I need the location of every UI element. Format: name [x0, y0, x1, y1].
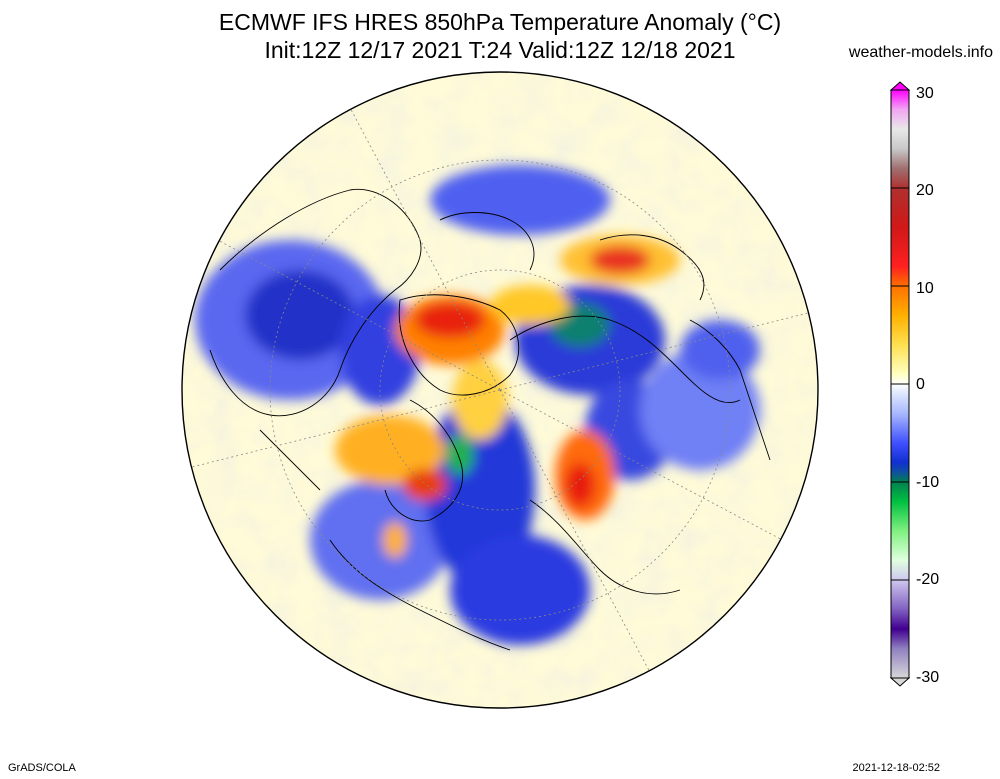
chart-subtitle: Init:12Z 12/17 2021 T:24 Valid:12Z 12/18…	[264, 37, 736, 63]
colorbar-label-10: 10	[916, 280, 934, 297]
colorbar-top-triangle	[889, 81, 911, 91]
warm-anomaly-west-russia-core	[565, 463, 595, 507]
cold-anomaly-west-na-core	[245, 270, 355, 360]
footer-software: GrADS/COLA	[8, 762, 76, 774]
anomaly-field	[182, 72, 818, 708]
coastlines	[209, 188, 771, 651]
colorbar	[889, 81, 911, 687]
cold-anomaly-europe	[640, 350, 760, 470]
cold-anomaly-north-atlantic	[450, 535, 590, 645]
footer-timestamp: 2021-12-18-02:52	[852, 762, 940, 774]
colorbar-bottom-triangle	[889, 677, 911, 687]
warm-anomaly-mongolia-core	[590, 246, 650, 274]
cold-anomaly-arctic-top	[430, 165, 610, 235]
polar-map	[181, 71, 819, 709]
warm-anomaly-barents	[490, 285, 570, 325]
warm-anomaly-arctic	[452, 360, 508, 440]
colorbar-label-neg20: -20	[916, 571, 940, 588]
map-boundary	[181, 71, 819, 709]
colorbar-label-neg10: -10	[916, 474, 940, 491]
cold-anomaly-west-asia	[680, 320, 760, 380]
graticule	[182, 72, 818, 708]
colorbar-label-0: 0	[916, 376, 925, 393]
colorbar-ticks	[891, 89, 909, 679]
colorbar-label-30: 30	[916, 85, 934, 102]
warm-anomaly-greenland-core	[415, 302, 485, 338]
chart-title: ECMWF IFS HRES 850hPa Temperature Anomal…	[218, 9, 782, 35]
source-credit: weather-models.info	[848, 44, 993, 61]
warm-anomaly-atlantic	[383, 522, 407, 558]
cold-anomaly-hudson-core	[446, 435, 474, 475]
cold-anomaly-pacific	[310, 480, 450, 600]
warm-anomaly-east-us-core	[403, 469, 447, 501]
warm-anomaly-east-us	[335, 415, 445, 485]
colorbar-label-neg30: -30	[916, 669, 940, 686]
colorbar-label-20: 20	[916, 182, 934, 199]
